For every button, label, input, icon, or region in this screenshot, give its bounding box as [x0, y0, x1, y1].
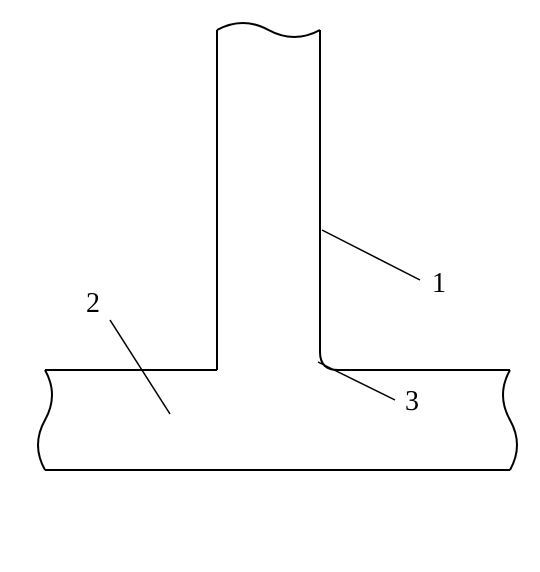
callout-2-leader	[110, 320, 170, 414]
callout-1-label: 1	[432, 268, 446, 299]
horizontal-left-break	[38, 370, 52, 470]
callout-3-leader	[318, 362, 395, 400]
callout-2-label: 2	[86, 288, 100, 319]
callout-3-label: 3	[405, 386, 419, 417]
horizontal-right-break	[503, 370, 517, 470]
vertical-piece-top-break	[217, 23, 320, 37]
callout-1-leader	[322, 230, 420, 280]
